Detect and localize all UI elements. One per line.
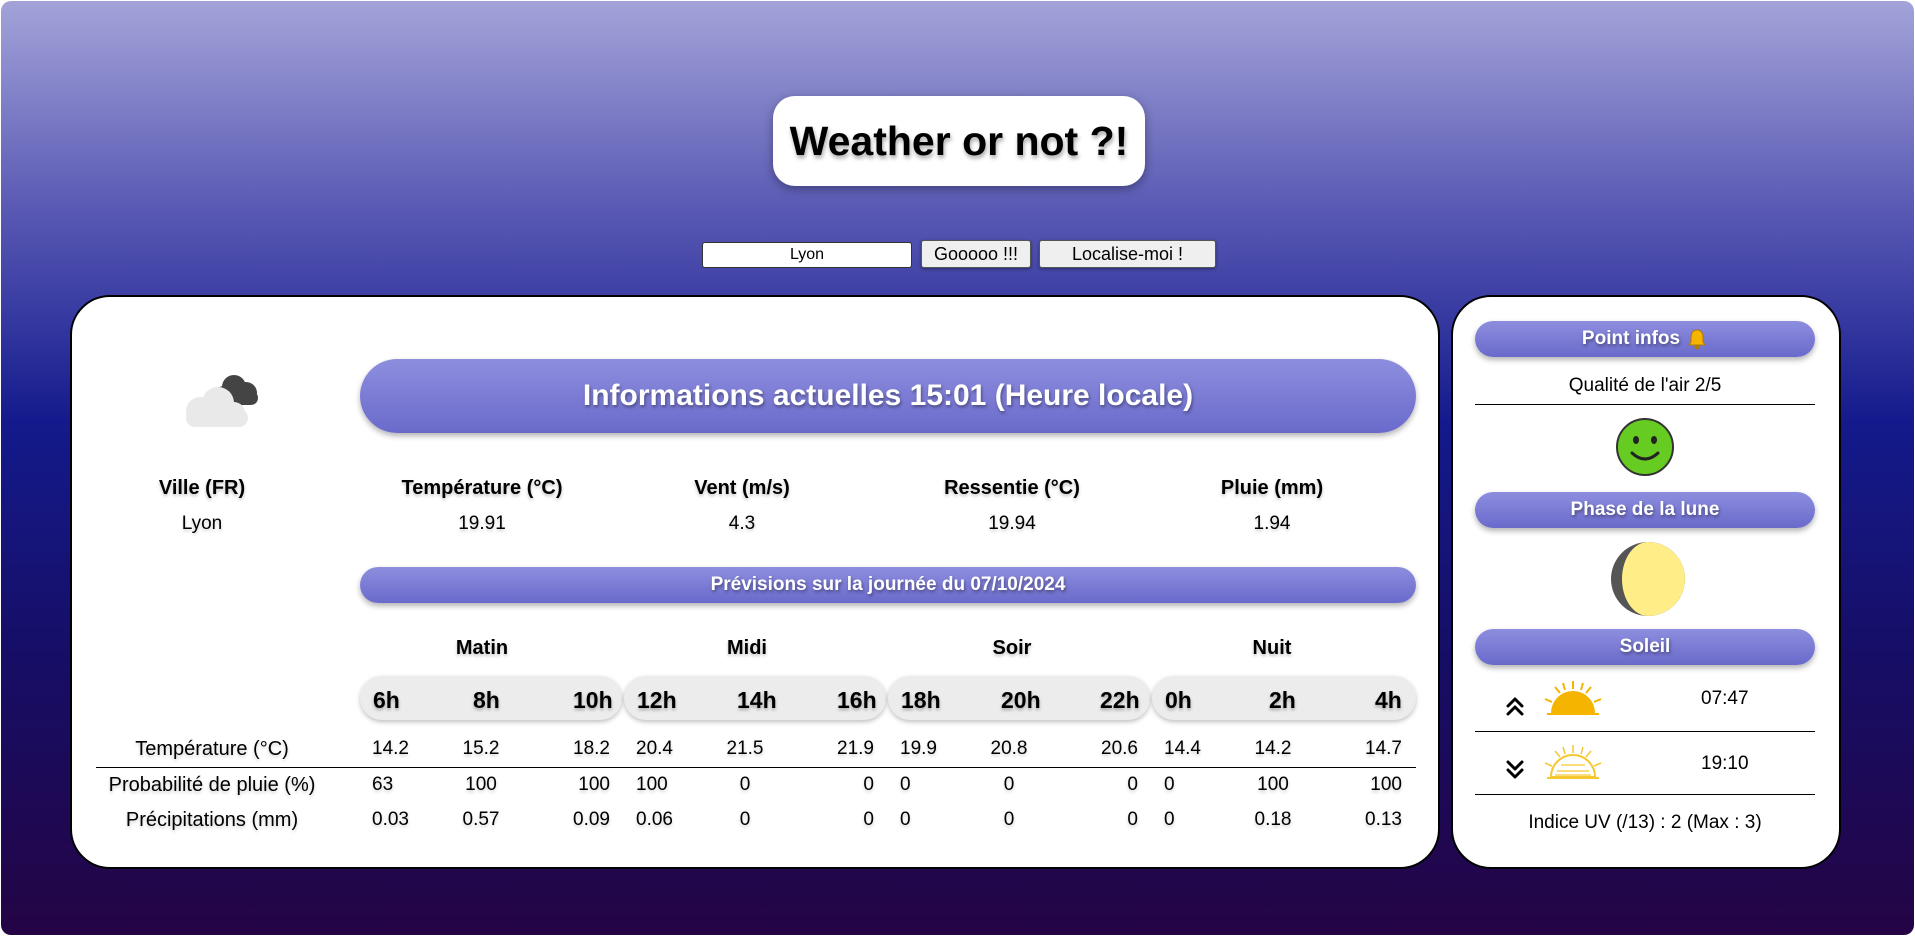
hour-label: 14h: [737, 687, 777, 713]
forecast-cell: 19.9: [900, 738, 937, 759]
forecast-cell: 0.06: [636, 809, 673, 830]
hour-label: 16h: [837, 687, 877, 713]
forecast-cell: 100: [465, 774, 497, 795]
forecast-cell: 0.03: [372, 809, 409, 830]
forecast-cell: 20.8: [990, 738, 1028, 759]
current-info-banner: Informations actuelles 15:01 (Heure loca…: [360, 359, 1416, 433]
hour-label: 12h: [637, 687, 677, 713]
forecast-cell: 20.6: [1101, 738, 1138, 759]
period-noon: Midi: [727, 637, 767, 659]
forecast-cell: 0: [1003, 809, 1015, 830]
hour-label: 18h: [901, 687, 941, 713]
sunset-time: 19:10: [1701, 753, 1749, 774]
sun-header: Soleil: [1475, 629, 1815, 665]
forecast-cell: 20.4: [636, 738, 673, 759]
rain-value: 1.94: [1253, 513, 1291, 534]
hour-label: 0h: [1165, 687, 1192, 713]
city-search-input[interactable]: [702, 242, 912, 268]
forecast-cell: 0: [739, 774, 751, 795]
title-box: Weather or not ?!: [773, 96, 1145, 186]
forecast-cell: 100: [636, 774, 668, 795]
hour-group-night: [1152, 676, 1416, 720]
hour-label: 6h: [373, 687, 400, 713]
forecast-cell: 0.09: [573, 809, 610, 830]
divider: [1475, 404, 1815, 405]
forecast-cell: 100: [1257, 774, 1289, 795]
period-night: Nuit: [1252, 637, 1292, 659]
row-label-rain-probability: Probabilité de pluie (%): [108, 774, 316, 796]
forecast-cell: 63: [372, 774, 394, 795]
forecast-cell: 0: [1164, 774, 1175, 795]
side-info-card: Point infos Qualité de l'air 2/5 Phase d…: [1451, 295, 1841, 869]
sunrise-time: 07:47: [1701, 688, 1749, 709]
hour-label: 10h: [573, 687, 613, 713]
forecast-cell: 0: [900, 809, 911, 830]
bell-icon: [1688, 329, 1707, 350]
period-evening: Soir: [992, 637, 1032, 659]
row-label-precipitation: Précipitations (mm): [125, 809, 299, 831]
city-value: Lyon: [181, 513, 223, 534]
forecast-cell: 21.9: [837, 738, 874, 759]
hour-label: 8h: [473, 687, 500, 713]
forecast-cell: 0: [863, 809, 874, 830]
forecast-cell: 0: [1127, 809, 1138, 830]
feels-like-header: Ressentie (°C): [944, 477, 1080, 499]
forecast-cell: 14.2: [1254, 738, 1292, 759]
feels-like-value: 19.94: [988, 513, 1036, 534]
divider: [1475, 731, 1815, 732]
forecast-cell: 14.4: [1164, 738, 1201, 759]
locate-me-button[interactable]: Localise-moi !: [1039, 240, 1216, 268]
uv-index-text: Indice UV (/13) : 2 (Max : 3): [1528, 812, 1762, 833]
forecast-cell: 14.7: [1365, 738, 1402, 759]
temperature-value: 19.91: [458, 513, 506, 534]
hour-group-evening: [888, 676, 1150, 720]
wind-header: Vent (m/s): [694, 477, 790, 499]
sunset-icon: [1544, 745, 1602, 779]
moon-phase-header: Phase de la lune: [1475, 492, 1815, 528]
forecast-cell: 0: [900, 774, 911, 795]
forecast-cell: 0.18: [1254, 809, 1292, 830]
forecast-cell: 100: [1370, 774, 1402, 795]
forecast-cell: 0: [1164, 809, 1175, 830]
hour-label: 20h: [1001, 687, 1041, 713]
point-infos-title: Point infos: [1581, 328, 1681, 349]
chevron-double-up-icon: [1506, 697, 1524, 716]
forecast-cell: 0.13: [1365, 809, 1402, 830]
hour-group-morning: [360, 676, 622, 720]
chevron-double-down-icon: [1506, 760, 1524, 779]
forecast-cell: 21.5: [726, 738, 764, 759]
row-divider: [96, 767, 1416, 768]
period-morning: Matin: [455, 637, 509, 659]
hour-label: 2h: [1269, 687, 1296, 713]
forecast-cell: 100: [578, 774, 610, 795]
current-weather-card: Informations actuelles 15:01 (Heure loca…: [70, 295, 1440, 869]
moon-phase-icon: [1611, 542, 1685, 616]
forecast-banner: Prévisions sur la journée du 07/10/2024: [360, 567, 1416, 603]
app-title: Weather or not ?!: [789, 117, 1129, 164]
hour-label: 4h: [1375, 687, 1402, 713]
wind-value: 4.3: [728, 513, 756, 534]
divider: [1475, 794, 1815, 795]
point-infos-header: Point infos: [1475, 321, 1815, 357]
forecast-cell: 15.2: [462, 738, 500, 759]
go-button[interactable]: Gooooo !!!: [921, 240, 1031, 268]
row-label-temperature: Température (°C): [135, 738, 289, 760]
forecast-cell: 18.2: [573, 738, 610, 759]
forecast-cell: 14.2: [372, 738, 409, 759]
forecast-cell: 0: [1127, 774, 1138, 795]
forecast-cell: 0: [863, 774, 874, 795]
hour-group-noon: [624, 676, 886, 720]
hour-label: 22h: [1100, 687, 1140, 713]
cloudy-icon: [186, 375, 258, 427]
city-header: Ville (FR): [158, 477, 246, 499]
rain-header: Pluie (mm): [1220, 477, 1324, 499]
forecast-cell: 0.57: [462, 809, 500, 830]
temperature-header: Température (°C): [401, 477, 563, 499]
smiley-face-icon: [1616, 418, 1674, 476]
air-quality-text: Qualité de l'air 2/5: [1568, 375, 1722, 396]
sunrise-icon: [1544, 681, 1602, 715]
forecast-cell: 0: [739, 809, 751, 830]
forecast-cell: 0: [1003, 774, 1015, 795]
